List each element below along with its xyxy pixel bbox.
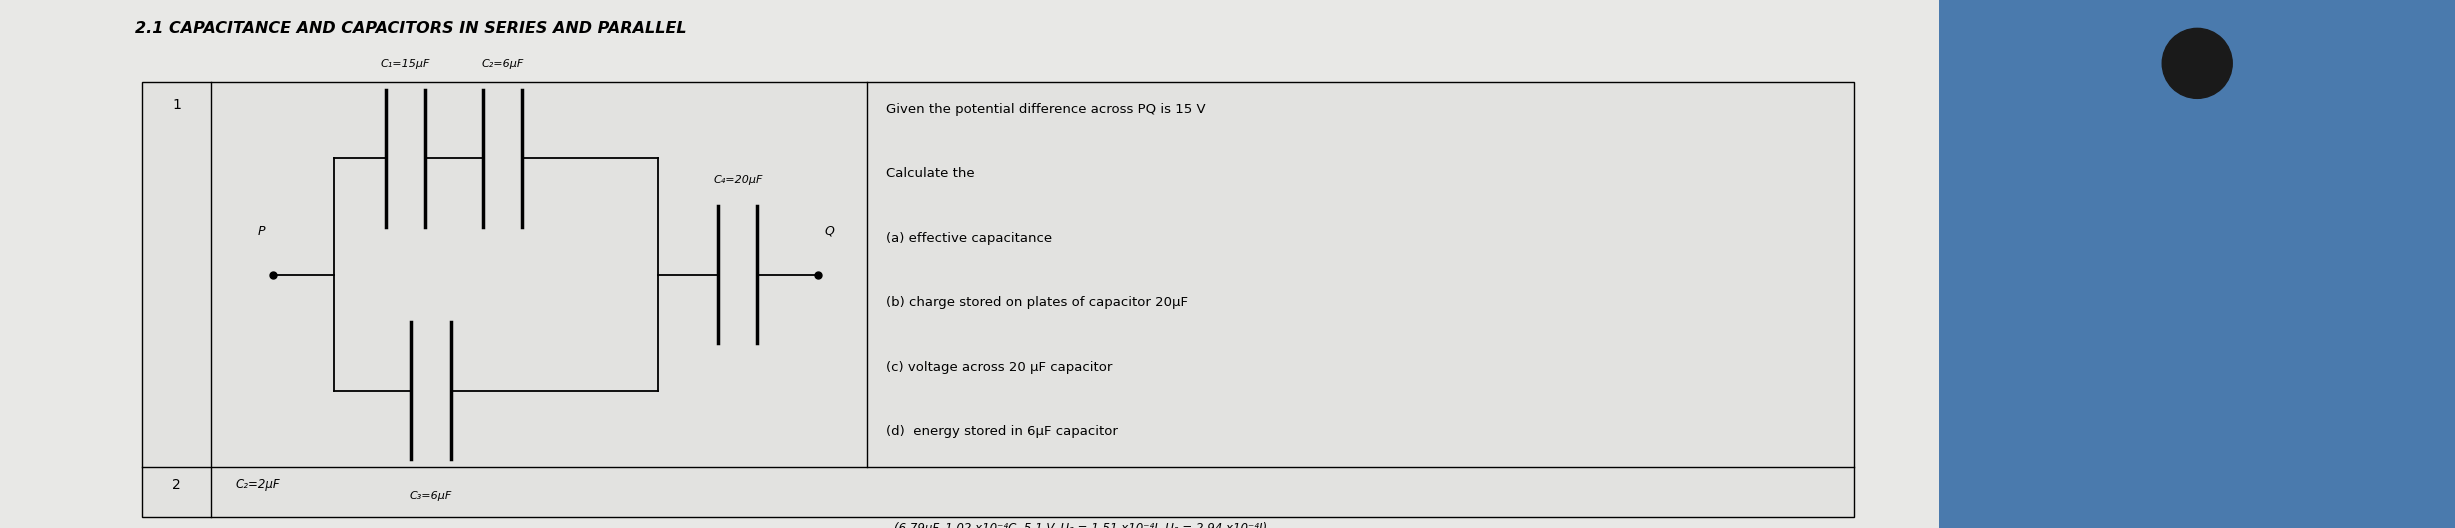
Text: (b) charge stored on plates of capacitor 20μF: (b) charge stored on plates of capacitor… (886, 296, 1188, 309)
Circle shape (2163, 29, 2232, 98)
Text: (d)  energy stored in 6μF capacitor: (d) energy stored in 6μF capacitor (886, 425, 1117, 438)
FancyBboxPatch shape (142, 82, 1854, 517)
Text: C₄=20μF: C₄=20μF (712, 175, 764, 185)
Text: (6.79μF, 1.02 x10⁻⁴C, 5.1 V, U₂ = 1.51 x10⁻⁴J, U₃ = 2.94 x10⁻⁴J): (6.79μF, 1.02 x10⁻⁴C, 5.1 V, U₂ = 1.51 x… (894, 522, 1267, 528)
Text: C₂=2μF: C₂=2μF (236, 478, 280, 491)
Text: 1: 1 (172, 98, 182, 112)
Text: P: P (258, 224, 265, 238)
Text: Q: Q (825, 224, 835, 238)
Text: (a) effective capacitance: (a) effective capacitance (886, 232, 1053, 245)
Text: Calculate the: Calculate the (886, 167, 975, 181)
Text: (c) voltage across 20 μF capacitor: (c) voltage across 20 μF capacitor (886, 361, 1112, 374)
Text: 2.1 CAPACITANCE AND CAPACITORS IN SERIES AND PARALLEL: 2.1 CAPACITANCE AND CAPACITORS IN SERIES… (135, 21, 687, 36)
Text: C₃=6μF: C₃=6μF (410, 491, 452, 501)
Text: Given the potential difference across PQ is 15 V: Given the potential difference across PQ… (886, 103, 1205, 116)
Bar (1939, 0, 2455, 528)
Text: 2: 2 (172, 478, 182, 492)
Text: C₁=15μF: C₁=15μF (381, 59, 430, 69)
Text: C₂=6μF: C₂=6μF (481, 59, 523, 69)
Bar (0, 0, 1939, 528)
